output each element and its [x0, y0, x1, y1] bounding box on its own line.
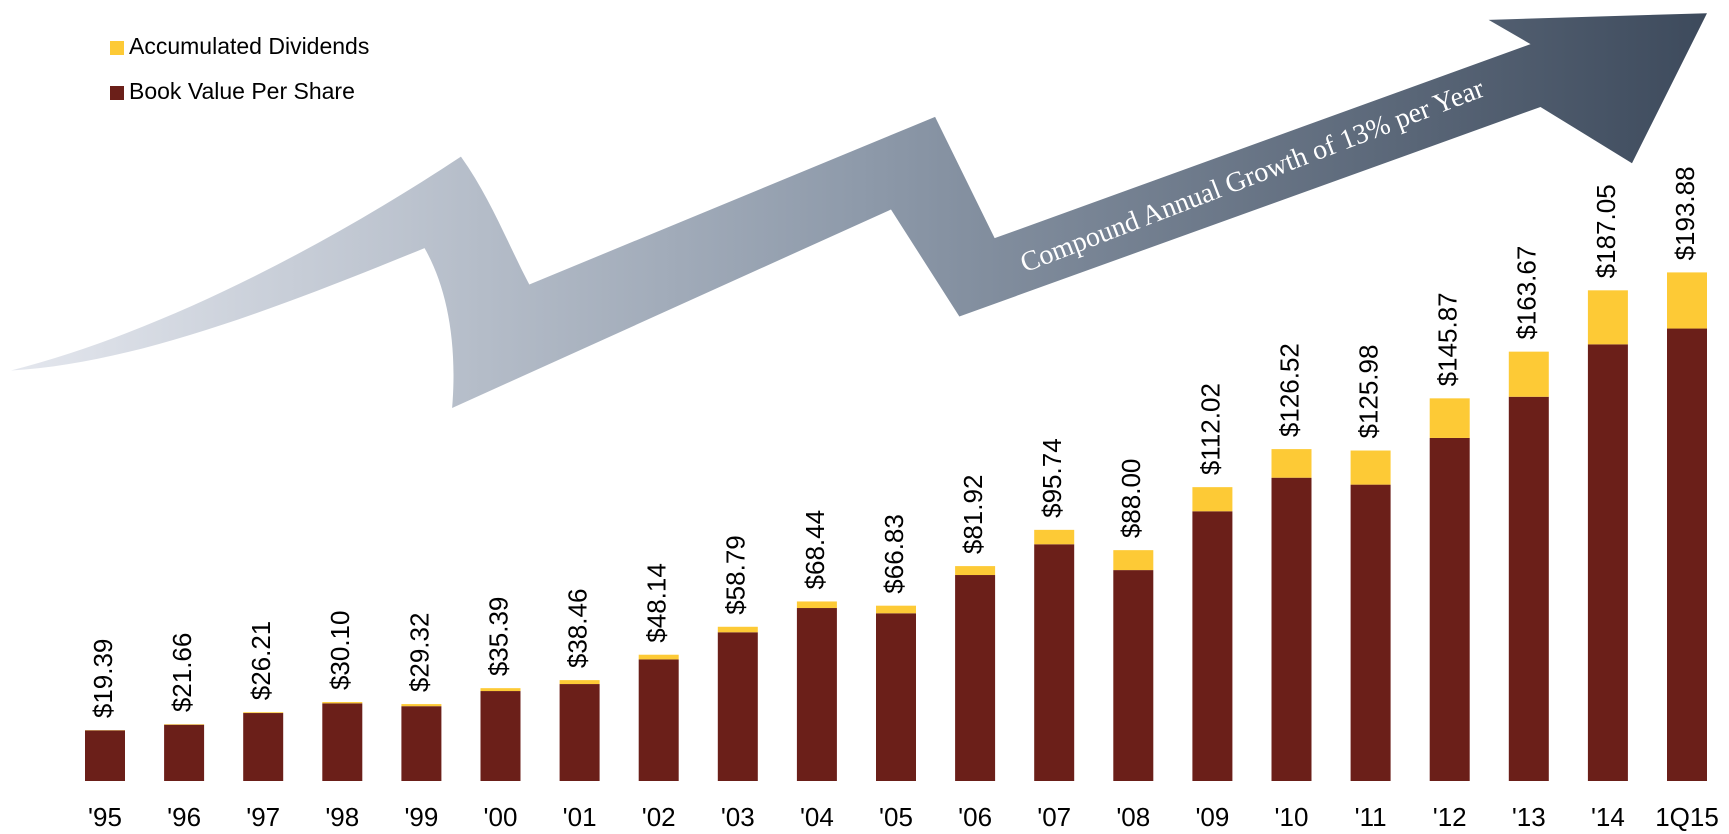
total-label: $125.98: [1353, 345, 1383, 439]
x-tick-label: '96: [167, 802, 201, 832]
total-label: $26.21: [246, 621, 276, 701]
arrow-annotation: Compound Annual Growth of 13% per Year: [1016, 73, 1489, 279]
bar-segment: [796, 608, 837, 781]
bar-segment: [164, 724, 205, 725]
x-tick-label: '14: [1591, 802, 1625, 832]
bar-segment: [1034, 529, 1075, 545]
bar-segment: [1350, 484, 1391, 781]
x-tick-label: '13: [1512, 802, 1546, 832]
bar-segment: [1034, 544, 1075, 781]
bar-segment: [480, 688, 521, 692]
x-tick-label: '07: [1037, 802, 1071, 832]
total-label: $81.92: [958, 475, 988, 555]
x-tick-label: '03: [721, 802, 755, 832]
bar-segment: [717, 626, 758, 633]
total-label: $112.02: [1195, 383, 1225, 475]
total-label: $58.79: [721, 535, 751, 615]
bar-segment: [955, 575, 996, 781]
bar-segment: [1192, 487, 1233, 512]
x-tick-label: '95: [88, 802, 122, 832]
x-tick-label: '98: [325, 802, 359, 832]
x-tick-label: '06: [958, 802, 992, 832]
bar-segment: [1587, 344, 1628, 781]
total-label: $126.52: [1274, 343, 1304, 437]
total-label: $88.00: [1116, 459, 1146, 539]
total-label: $68.44: [800, 510, 830, 590]
bar-segment: [480, 691, 521, 781]
bar-segment: [1113, 570, 1154, 781]
bar-segment: [322, 702, 363, 704]
x-tick-label: '01: [563, 802, 597, 832]
x-tick-label: '99: [404, 802, 438, 832]
x-tick-label: '08: [1116, 802, 1150, 832]
bar-segment: [717, 632, 758, 781]
x-tick-label: '09: [1195, 802, 1229, 832]
total-label: $48.14: [642, 563, 672, 643]
bar-segment: [1271, 449, 1312, 478]
total-label: $30.10: [325, 611, 355, 691]
bar-segment: [1192, 511, 1233, 781]
legend-swatch: [110, 41, 124, 55]
x-tick-label: '10: [1275, 802, 1309, 832]
bar-segment: [1667, 272, 1707, 329]
total-label: $29.32: [404, 613, 434, 693]
bar-segment: [85, 730, 125, 781]
legend-swatch: [110, 86, 124, 100]
total-label: $38.46: [562, 589, 592, 669]
x-tick-label: '00: [484, 802, 518, 832]
bar-segment: [1508, 396, 1549, 781]
bar-segment: [638, 654, 679, 660]
bar-segment: [638, 659, 679, 781]
bar-segment: [955, 566, 996, 576]
total-label: $66.83: [879, 514, 909, 594]
bar-segment: [876, 613, 916, 781]
bar-segment: [796, 601, 837, 609]
total-label: $19.39: [88, 639, 118, 719]
bar-segment: [1271, 477, 1312, 781]
bar-segment: [243, 713, 284, 781]
bar-segment: [876, 605, 916, 614]
legend-label: Book Value Per Share: [129, 78, 355, 104]
bar-segment: [1350, 450, 1391, 485]
bar-segment: [401, 704, 442, 707]
growth-arrow: [11, 13, 1707, 408]
total-label: $21.66: [167, 633, 197, 713]
total-label: $187.05: [1591, 184, 1621, 278]
bar-segment: [164, 724, 205, 781]
bar-segment: [243, 712, 284, 714]
bar-segment: [1508, 351, 1549, 397]
x-tick-label: 1Q15: [1655, 802, 1719, 832]
bar-segment: [1667, 328, 1707, 781]
bar-segment: [401, 706, 442, 781]
bar-segment: [1587, 290, 1628, 345]
total-label: $145.87: [1433, 292, 1463, 386]
x-tick-label: '05: [879, 802, 913, 832]
total-label: $35.39: [483, 597, 513, 677]
bar-segment: [559, 680, 600, 685]
x-tick-label: '97: [246, 802, 280, 832]
bar-segment: [559, 684, 600, 781]
bar-segment: [1429, 437, 1470, 781]
legend-label: Accumulated Dividends: [129, 33, 369, 59]
x-tick-label: '02: [642, 802, 676, 832]
bar-segment: [1113, 550, 1154, 571]
x-tick-label: '12: [1433, 802, 1467, 832]
total-label: $163.67: [1512, 246, 1542, 340]
total-label: $193.88: [1670, 166, 1700, 260]
bar-segment: [322, 703, 363, 781]
bar-segment: [1429, 398, 1470, 438]
x-tick-label: '04: [800, 802, 834, 832]
total-label: $95.74: [1037, 438, 1067, 518]
x-tick-label: '11: [1355, 802, 1387, 832]
